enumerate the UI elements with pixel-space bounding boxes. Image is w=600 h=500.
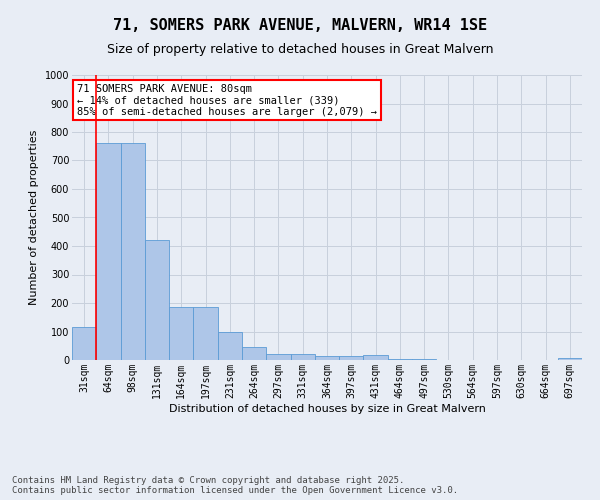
Bar xyxy=(218,332,242,360)
Text: Contains HM Land Registry data © Crown copyright and database right 2025.
Contai: Contains HM Land Registry data © Crown c… xyxy=(12,476,458,495)
Bar xyxy=(339,356,364,360)
Bar xyxy=(193,308,218,360)
Text: 71, SOMERS PARK AVENUE, MALVERN, WR14 1SE: 71, SOMERS PARK AVENUE, MALVERN, WR14 1S… xyxy=(113,18,487,32)
Bar xyxy=(96,144,121,360)
Bar xyxy=(315,356,339,360)
Bar xyxy=(558,358,582,360)
Bar xyxy=(72,327,96,360)
Y-axis label: Number of detached properties: Number of detached properties xyxy=(29,130,39,305)
Bar xyxy=(364,356,388,360)
Bar xyxy=(242,347,266,360)
Text: Size of property relative to detached houses in Great Malvern: Size of property relative to detached ho… xyxy=(107,42,493,56)
Text: 71 SOMERS PARK AVENUE: 80sqm
← 14% of detached houses are smaller (339)
85% of s: 71 SOMERS PARK AVENUE: 80sqm ← 14% of de… xyxy=(77,84,377,116)
Bar xyxy=(169,308,193,360)
X-axis label: Distribution of detached houses by size in Great Malvern: Distribution of detached houses by size … xyxy=(169,404,485,413)
Bar xyxy=(388,358,412,360)
Bar xyxy=(290,354,315,360)
Bar xyxy=(145,240,169,360)
Bar xyxy=(121,144,145,360)
Bar xyxy=(266,354,290,360)
